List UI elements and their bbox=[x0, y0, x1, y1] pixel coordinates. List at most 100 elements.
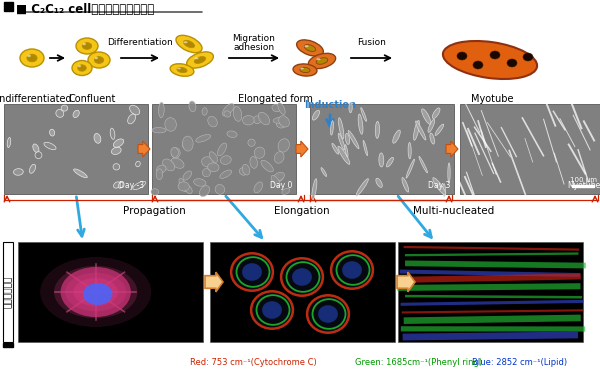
Ellipse shape bbox=[296, 40, 323, 56]
Ellipse shape bbox=[393, 130, 400, 143]
Ellipse shape bbox=[73, 110, 79, 118]
Ellipse shape bbox=[88, 52, 110, 68]
Ellipse shape bbox=[386, 157, 394, 167]
Ellipse shape bbox=[274, 152, 284, 163]
Ellipse shape bbox=[428, 120, 435, 132]
Ellipse shape bbox=[321, 168, 326, 176]
Ellipse shape bbox=[239, 168, 247, 175]
Ellipse shape bbox=[250, 290, 294, 330]
Ellipse shape bbox=[20, 49, 44, 67]
Ellipse shape bbox=[94, 133, 101, 143]
Ellipse shape bbox=[356, 179, 368, 196]
Text: Myotube: Myotube bbox=[567, 181, 600, 190]
Ellipse shape bbox=[65, 273, 126, 311]
Ellipse shape bbox=[254, 182, 263, 193]
Ellipse shape bbox=[416, 121, 426, 140]
Ellipse shape bbox=[113, 164, 119, 170]
Ellipse shape bbox=[292, 268, 312, 286]
Ellipse shape bbox=[278, 103, 285, 115]
Ellipse shape bbox=[217, 143, 227, 156]
Ellipse shape bbox=[179, 178, 187, 192]
Ellipse shape bbox=[163, 159, 175, 171]
Ellipse shape bbox=[209, 152, 218, 162]
Ellipse shape bbox=[220, 156, 231, 164]
Ellipse shape bbox=[338, 133, 345, 150]
Ellipse shape bbox=[443, 41, 537, 79]
Ellipse shape bbox=[379, 153, 384, 167]
Ellipse shape bbox=[215, 184, 225, 194]
Text: Differentiation: Differentiation bbox=[107, 38, 173, 47]
Ellipse shape bbox=[338, 146, 350, 164]
Ellipse shape bbox=[430, 133, 434, 144]
Ellipse shape bbox=[194, 179, 206, 186]
Ellipse shape bbox=[130, 105, 140, 115]
Ellipse shape bbox=[171, 147, 178, 157]
Ellipse shape bbox=[224, 111, 231, 117]
Ellipse shape bbox=[183, 171, 191, 180]
Ellipse shape bbox=[78, 65, 81, 67]
Ellipse shape bbox=[242, 263, 262, 281]
Bar bbox=[210, 242, 395, 342]
Text: Elongation: Elongation bbox=[274, 206, 330, 216]
Ellipse shape bbox=[152, 127, 166, 133]
Ellipse shape bbox=[7, 138, 11, 147]
Ellipse shape bbox=[27, 54, 37, 62]
Text: Migration: Migration bbox=[233, 34, 275, 43]
Ellipse shape bbox=[259, 112, 269, 125]
Ellipse shape bbox=[422, 109, 431, 124]
Ellipse shape bbox=[83, 283, 113, 305]
Ellipse shape bbox=[273, 172, 284, 181]
Ellipse shape bbox=[306, 294, 350, 334]
Bar bbox=[460, 104, 600, 194]
Ellipse shape bbox=[172, 148, 180, 158]
Ellipse shape bbox=[312, 179, 317, 200]
Ellipse shape bbox=[189, 101, 196, 112]
Ellipse shape bbox=[242, 115, 254, 125]
Ellipse shape bbox=[253, 116, 261, 124]
Ellipse shape bbox=[293, 64, 317, 76]
Ellipse shape bbox=[177, 67, 181, 69]
Ellipse shape bbox=[443, 184, 445, 197]
Ellipse shape bbox=[74, 169, 88, 178]
Text: Multi-nucleated: Multi-nucleated bbox=[413, 206, 494, 216]
Ellipse shape bbox=[27, 54, 31, 57]
FancyArrow shape bbox=[138, 141, 150, 157]
Ellipse shape bbox=[507, 59, 517, 67]
FancyArrow shape bbox=[446, 141, 458, 157]
Ellipse shape bbox=[402, 178, 409, 192]
Ellipse shape bbox=[330, 250, 374, 290]
Ellipse shape bbox=[78, 65, 86, 71]
Ellipse shape bbox=[133, 181, 146, 190]
Ellipse shape bbox=[202, 157, 214, 167]
Ellipse shape bbox=[194, 57, 206, 63]
Text: Confluent: Confluent bbox=[68, 94, 116, 104]
Ellipse shape bbox=[363, 140, 368, 156]
Text: Red: 753 cm⁻¹(Cytochrome C): Red: 753 cm⁻¹(Cytochrome C) bbox=[190, 358, 317, 367]
Ellipse shape bbox=[457, 52, 467, 60]
Ellipse shape bbox=[318, 305, 338, 323]
Ellipse shape bbox=[361, 107, 367, 121]
Bar bbox=[310, 104, 454, 194]
Ellipse shape bbox=[208, 163, 219, 172]
Ellipse shape bbox=[113, 182, 120, 188]
Ellipse shape bbox=[278, 139, 289, 152]
Text: Undifferentiated: Undifferentiated bbox=[0, 94, 72, 104]
Ellipse shape bbox=[76, 38, 98, 54]
Bar bbox=[4, 2, 13, 11]
Ellipse shape bbox=[316, 58, 328, 64]
Text: Day 3: Day 3 bbox=[428, 181, 450, 190]
Ellipse shape bbox=[72, 60, 92, 75]
Ellipse shape bbox=[112, 147, 121, 155]
Ellipse shape bbox=[332, 143, 338, 154]
Ellipse shape bbox=[54, 266, 137, 318]
Ellipse shape bbox=[182, 141, 191, 149]
Bar bbox=[572, 185, 594, 187]
Ellipse shape bbox=[433, 108, 440, 118]
Text: Elongated form: Elongated form bbox=[238, 94, 313, 104]
Ellipse shape bbox=[275, 174, 283, 182]
Bar bbox=[4, 104, 148, 194]
Ellipse shape bbox=[184, 40, 194, 48]
Ellipse shape bbox=[199, 185, 209, 197]
FancyArrow shape bbox=[296, 141, 308, 157]
Bar bbox=[398, 242, 583, 342]
